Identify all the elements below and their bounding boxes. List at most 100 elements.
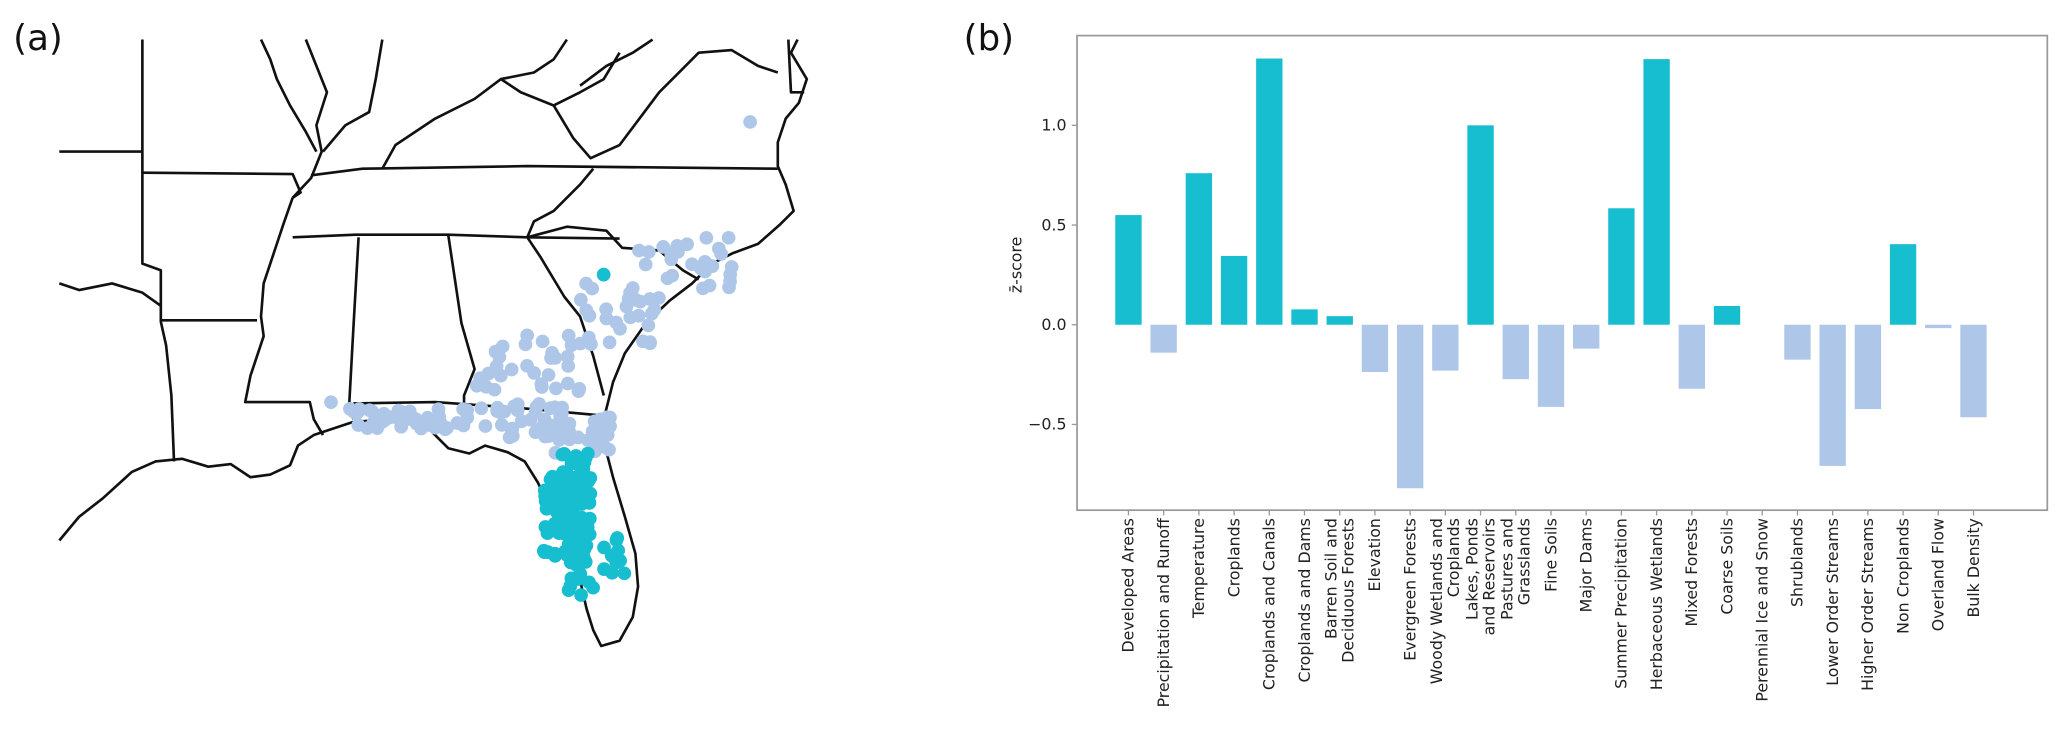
site-point-negative xyxy=(549,421,564,435)
bar xyxy=(1854,324,1882,410)
x-tick-label: Developed Areas xyxy=(1119,518,1138,652)
x-tick-label: Evergreen Forests xyxy=(1400,518,1419,661)
site-point-positive xyxy=(575,532,590,547)
site-point-negative xyxy=(543,401,558,416)
site-point-negative xyxy=(587,414,602,429)
x-tick-label: Temperature xyxy=(1189,518,1208,619)
site-point-positive xyxy=(578,555,593,569)
site-point-positive xyxy=(565,506,580,521)
site-point-negative xyxy=(497,404,512,419)
x-tick-label: Perennial Ice and Snow xyxy=(1753,518,1772,702)
site-point-positive xyxy=(571,475,586,490)
site-point-positive xyxy=(536,543,551,558)
mississippi-river xyxy=(243,39,329,436)
bar xyxy=(1220,255,1248,325)
x-tick-label: Coarse Soils xyxy=(1717,518,1736,615)
bar xyxy=(1819,324,1846,466)
bar xyxy=(1889,244,1917,325)
site-point-negative xyxy=(579,276,593,291)
site-point-negative xyxy=(638,257,653,272)
site-point-negative xyxy=(571,384,586,398)
bar xyxy=(1678,324,1706,389)
panel-b-label: (b) xyxy=(963,18,1015,60)
site-point-negative xyxy=(383,410,398,425)
bar xyxy=(1326,316,1353,325)
site-point-positive xyxy=(605,565,619,580)
x-tick-label: Fine Soils xyxy=(1541,518,1560,592)
site-point-positive xyxy=(544,471,559,486)
site-point-negative xyxy=(564,338,579,352)
site-point-negative xyxy=(529,400,544,414)
site-point-negative xyxy=(421,413,435,428)
bar xyxy=(1185,173,1213,325)
site-point-negative xyxy=(460,403,475,418)
site-point-negative xyxy=(528,425,543,439)
x-tick-label: Lower Order Streams xyxy=(1823,518,1842,686)
site-point-positive xyxy=(571,572,586,586)
site-point-negative xyxy=(599,302,614,317)
site-point-positive xyxy=(577,455,592,470)
site-point-negative xyxy=(722,280,736,295)
site-point-negative xyxy=(602,335,617,350)
bar xyxy=(1361,324,1389,372)
site-point-negative xyxy=(479,379,494,394)
bar xyxy=(1115,215,1142,325)
bar xyxy=(1467,125,1494,325)
x-tick-label: Precipitation and Runoff xyxy=(1154,517,1173,707)
site-point-negative xyxy=(553,409,568,424)
x-tick-label: Summer Precipitation xyxy=(1612,518,1631,689)
x-tick-label: Elevation xyxy=(1365,518,1384,591)
site-point-negative xyxy=(714,247,728,261)
site-point-negative xyxy=(665,268,680,283)
site-point-positive xyxy=(596,267,611,282)
site-point-negative xyxy=(456,418,471,433)
site-point-negative xyxy=(343,401,357,416)
site-points xyxy=(324,115,757,602)
y-tick-label: 0.0 xyxy=(1041,315,1066,334)
y-tick-label: −0.5 xyxy=(1028,415,1066,434)
border-ky-wv-va xyxy=(381,48,779,170)
x-tick-label: Lakes, Pondsand Reservoirs xyxy=(1462,518,1498,635)
border-tn-nc xyxy=(526,167,595,238)
border-nc-sc xyxy=(526,225,700,281)
site-point-negative xyxy=(664,252,679,267)
site-point-negative xyxy=(362,403,377,418)
site-point-negative xyxy=(642,292,657,306)
site-point-negative xyxy=(560,376,575,391)
site-point-positive xyxy=(541,524,556,539)
site-point-positive xyxy=(572,496,587,510)
site-point-negative xyxy=(409,416,424,431)
site-point-negative xyxy=(561,359,576,373)
site-point-positive xyxy=(582,496,597,510)
x-tick-label: Croplands and Dams xyxy=(1295,518,1314,682)
site-point-negative xyxy=(518,337,533,352)
site-point-negative xyxy=(495,418,509,432)
x-tick-label: Overland Flow xyxy=(1929,518,1948,631)
panel-a-label: (a) xyxy=(13,18,63,60)
site-point-positive xyxy=(617,566,632,581)
border-md-de xyxy=(787,39,805,94)
bar xyxy=(1432,324,1459,371)
site-point-positive xyxy=(561,583,576,598)
bar xyxy=(1960,324,1987,418)
site-point-negative xyxy=(474,401,489,416)
site-point-positive xyxy=(555,525,570,540)
site-point-negative xyxy=(562,416,577,431)
x-tick-label: Croplands xyxy=(1224,518,1243,597)
x-tick-label: Non Croplands xyxy=(1893,518,1912,634)
x-tick-label: Barren Soil andDeciduous Forests xyxy=(1321,518,1357,663)
border-al-ga xyxy=(446,234,476,416)
bar xyxy=(1396,324,1424,489)
site-point-negative xyxy=(549,381,563,396)
site-point-positive xyxy=(610,531,625,545)
site-point-negative xyxy=(632,243,646,258)
border-tx-ar xyxy=(141,39,176,462)
site-point-positive xyxy=(582,511,597,526)
site-point-negative xyxy=(602,442,616,457)
site-point-negative xyxy=(680,237,694,252)
bar xyxy=(1784,324,1811,360)
site-point-negative xyxy=(584,337,598,352)
bar xyxy=(1256,58,1283,325)
site-point-negative xyxy=(609,315,624,330)
